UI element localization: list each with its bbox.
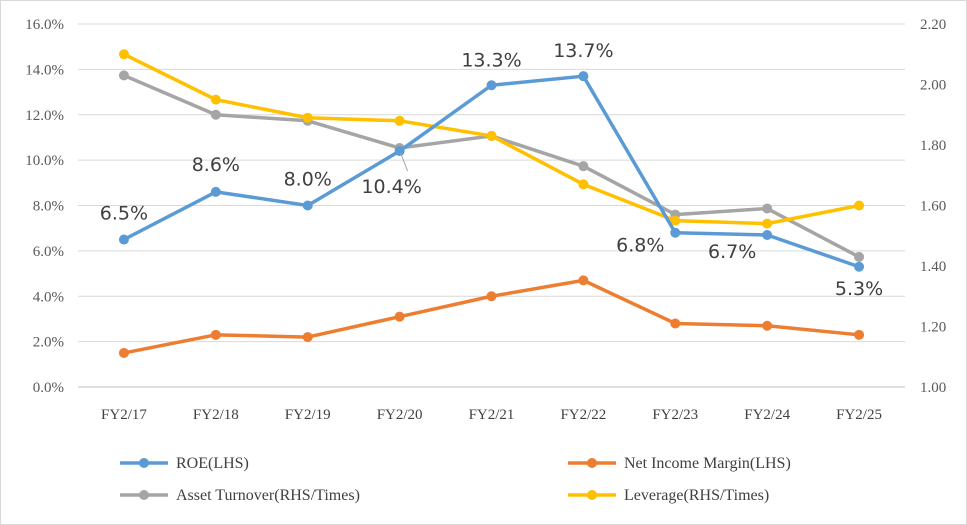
roe-data-label: 13.3% <box>461 49 521 71</box>
roe-data-label: 13.7% <box>553 40 613 62</box>
data-point <box>578 179 589 190</box>
legend-label: Net Income Margin(LHS) <box>624 455 791 472</box>
data-point <box>486 80 497 91</box>
left-y-axis: 0.0% 2.0% 4.0% 6.0% 8.0% 10.0% 12.0% 14.0% 16.0% <box>25 17 64 396</box>
data-point <box>486 130 497 141</box>
data-point <box>670 318 681 329</box>
data-point <box>210 186 221 197</box>
data-point <box>302 332 313 343</box>
x-tick-label: FY2/17 <box>101 407 147 423</box>
roe-data-label: 10.4% <box>361 176 421 198</box>
legend-swatch-marker <box>139 458 149 468</box>
data-point <box>486 291 497 302</box>
roe-data-label: 8.0% <box>284 169 332 191</box>
x-tick-label: FY2/20 <box>377 407 423 423</box>
data-point <box>578 161 589 172</box>
data-point <box>578 71 589 82</box>
data-point <box>210 109 221 120</box>
right-tick-label: 1.80 <box>920 138 946 154</box>
data-point <box>118 70 129 81</box>
right-tick-label: 1.40 <box>920 259 946 275</box>
left-tick-label: 12.0% <box>25 108 64 124</box>
legend-swatch-marker <box>139 490 149 500</box>
data-point <box>762 320 773 331</box>
right-tick-label: 1.00 <box>920 380 946 396</box>
data-point <box>210 329 221 340</box>
data-point <box>118 49 129 60</box>
data-point <box>118 347 129 358</box>
x-tick-label: FY2/24 <box>744 407 790 423</box>
left-tick-label: 14.0% <box>25 62 64 78</box>
legend-label: Leverage(RHS/Times) <box>624 487 769 504</box>
data-point <box>118 234 129 245</box>
data-point <box>394 146 405 157</box>
data-point <box>210 94 221 105</box>
data-point <box>854 329 865 340</box>
left-tick-label: 2.0% <box>33 335 64 351</box>
roe-data-label: 6.5% <box>100 203 148 225</box>
roe-data-label: 6.7% <box>708 241 756 263</box>
left-tick-label: 4.0% <box>33 289 64 305</box>
x-tick-label: FY2/19 <box>285 407 331 423</box>
legend-swatch-marker <box>587 458 597 468</box>
data-point <box>854 261 865 272</box>
series-layer <box>118 49 865 358</box>
data-point <box>854 200 865 211</box>
data-point <box>762 218 773 229</box>
data-point <box>762 203 773 214</box>
leader-line <box>400 152 409 172</box>
right-tick-label: 2.00 <box>920 78 946 94</box>
data-point <box>394 115 405 126</box>
legend-label: Asset Turnover(RHS/Times) <box>176 487 360 504</box>
left-tick-label: 0.0% <box>33 380 64 396</box>
roe-data-label: 6.8% <box>616 235 664 257</box>
x-tick-label: FY2/21 <box>469 407 515 423</box>
roe-data-label: 8.6% <box>192 154 240 176</box>
data-point <box>302 112 313 123</box>
right-y-axis: 1.00 1.20 1.40 1.60 1.80 2.00 2.20 <box>920 17 946 396</box>
right-tick-label: 1.60 <box>920 199 946 215</box>
roe-data-label: 5.3% <box>835 278 883 300</box>
x-tick-label: FY2/23 <box>652 407 698 423</box>
x-axis: FY2/17 FY2/18 FY2/19 FY2/20 FY2/21 FY2/22 FY2/… <box>101 407 882 423</box>
legend-label: ROE(LHS) <box>176 455 249 472</box>
data-point <box>302 200 313 211</box>
right-tick-label: 1.20 <box>920 320 946 336</box>
data-point <box>762 229 773 240</box>
gridlines <box>78 23 905 388</box>
left-tick-label: 10.0% <box>25 153 64 169</box>
data-point <box>854 251 865 262</box>
x-tick-label: FY2/18 <box>193 407 239 423</box>
data-labels: 6.5% 8.6% 8.0% 10.4% 13.3% 13.7% 6.8% 6.7% 5.3% <box>100 40 883 300</box>
right-tick-label: 2.20 <box>920 17 946 33</box>
left-tick-label: 6.0% <box>33 244 64 260</box>
x-tick-label: FY2/25 <box>836 407 882 423</box>
x-tick-label: FY2/22 <box>560 407 606 423</box>
left-tick-label: 16.0% <box>25 17 64 33</box>
data-point <box>394 311 405 322</box>
data-point <box>578 275 589 286</box>
data-point <box>670 215 681 226</box>
data-point <box>670 227 681 238</box>
legend: ROE(LHS) Net Income Margin(LHS) Asset Turn… <box>120 455 791 504</box>
legend-swatch-marker <box>587 490 597 500</box>
left-tick-label: 8.0% <box>33 199 64 215</box>
